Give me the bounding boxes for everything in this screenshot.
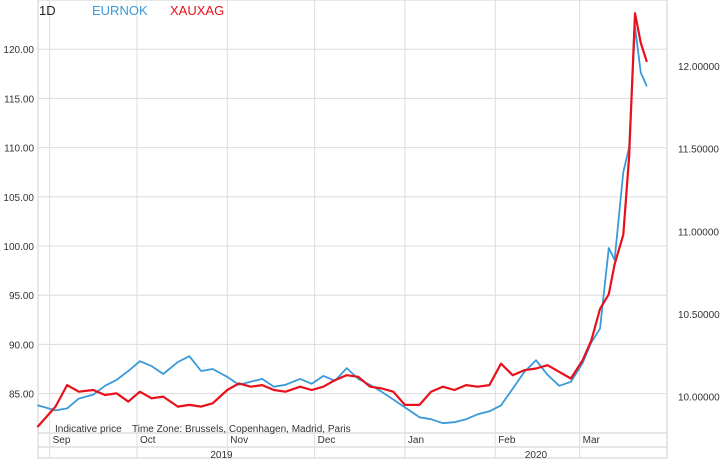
timezone-note: Time Zone: Brussels, Copenhagen, Madrid,…: [132, 424, 351, 435]
plot-frame: [37, 0, 668, 459]
left-y-tick-label: 100.00: [3, 242, 34, 253]
left-y-tick-label: 115.00: [4, 94, 34, 105]
right-y-tick-label: 12.00000: [678, 62, 720, 73]
x-axis: Sep Oct Nov Dec Jan Feb Mar 2019 2020: [53, 435, 601, 461]
series-line-xauxag: [36, 12, 648, 428]
x-month-label: Nov: [230, 435, 248, 446]
x-month-label: Mar: [583, 435, 601, 446]
right-y-axis: 10.00000 10.50000 11.00000 11.50000 12.00000: [678, 62, 720, 404]
x-month-label: Sep: [53, 435, 71, 446]
left-y-tick-label: 85.00: [9, 390, 34, 401]
legend-series-1[interactable]: EURNOK: [92, 3, 148, 18]
x-month-label: Oct: [140, 435, 156, 446]
series-lines: [36, 12, 648, 428]
x-year-label: 2020: [525, 450, 548, 461]
right-y-tick-label: 10.50000: [678, 310, 720, 321]
x-month-label: Dec: [318, 435, 336, 446]
x-month-label: Feb: [498, 435, 516, 446]
left-y-tick-label: 120.00: [3, 45, 34, 56]
left-y-tick-label: 105.00: [3, 193, 34, 204]
period-label[interactable]: 1D: [39, 3, 56, 18]
left-y-axis: 85.00 90.00 95.00 100.00 105.00 110.00 115.00 1…: [3, 45, 34, 400]
legend-series-2[interactable]: XAUXAG: [170, 3, 224, 18]
grid: [37, 0, 668, 459]
x-year-label: 2019: [210, 450, 233, 461]
left-y-tick-label: 95.00: [9, 291, 34, 302]
series-line-eurnok: [37, 25, 648, 425]
indicative-price-note: Indicative price: [55, 424, 122, 435]
right-y-tick-label: 11.00000: [678, 227, 719, 238]
right-y-tick-label: 10.00000: [678, 393, 720, 404]
right-y-tick-label: 11.50000: [678, 145, 719, 156]
left-y-tick-label: 90.00: [9, 340, 34, 351]
x-month-label: Jan: [408, 435, 424, 446]
left-y-tick-label: 110.00: [4, 144, 34, 155]
